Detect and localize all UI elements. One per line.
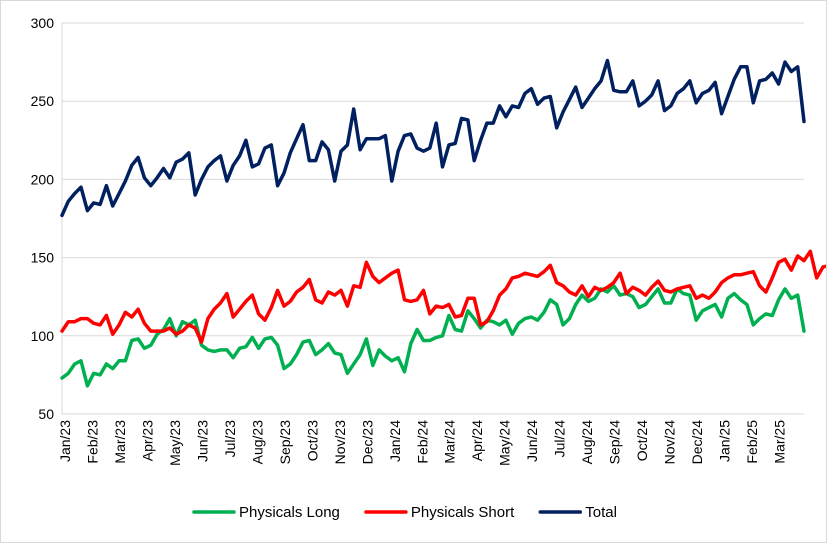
y-tick-label-100: 100	[31, 328, 55, 344]
x-tick-label-Aug-23: Aug/23	[249, 420, 265, 465]
x-tick-label-Oct-23: Oct/23	[304, 420, 320, 461]
series-line-total	[60, 58, 806, 218]
x-tick-label-Jan-23: Jan/23	[57, 420, 73, 462]
y-tick-label-200: 200	[31, 171, 55, 187]
x-tick-label-Mar-23: Mar/23	[112, 420, 128, 464]
x-tick-label-Jul-24: Jul/24	[552, 420, 568, 458]
x-tick-label-Sep-23: Sep/23	[277, 420, 293, 465]
y-tick-label-50: 50	[38, 406, 54, 422]
legend-label-physicals-short: Physicals Short	[411, 504, 515, 521]
x-tick-label-Feb-25: Feb/25	[744, 420, 760, 464]
x-tick-label-Apr-23: Apr/23	[139, 420, 155, 461]
y-tick-label-250: 250	[31, 93, 55, 109]
x-tick-label-Jun-24: Jun/24	[524, 420, 540, 462]
legend-label-total: Total	[585, 504, 617, 521]
x-tick-label-Nov-24: Nov/24	[662, 420, 678, 465]
legend-label-physicals-long: Physicals Long	[239, 504, 340, 521]
x-tick-label-Dec-23: Dec/23	[359, 420, 375, 465]
x-tick-label-Feb-23: Feb/23	[84, 420, 100, 464]
x-tick-label-Oct-24: Oct/24	[634, 420, 650, 461]
x-tick-label-Dec-24: Dec/24	[689, 420, 705, 465]
series-lines	[60, 58, 826, 388]
x-tick-label-May-24: May/24	[497, 420, 513, 466]
x-tick-label-Aug-24: Aug/24	[579, 420, 595, 465]
x-tick-label-Sep-24: Sep/24	[607, 420, 623, 465]
y-tick-label-150: 150	[31, 250, 55, 266]
x-tick-label-Mar-24: Mar/24	[442, 420, 458, 464]
x-axis-tick-labels: Jan/23 Feb/23 Mar/23 Apr/23 May/23 Jun/23 Jul/…	[57, 420, 788, 466]
x-tick-label-Apr-24: Apr/24	[469, 420, 485, 461]
y-tick-label-300: 300	[31, 15, 55, 31]
y-axis-tick-labels: 50 100 150 200 250 300	[31, 15, 55, 422]
x-tick-label-Jun-23: Jun/23	[194, 420, 210, 462]
x-tick-label-Nov-23: Nov/23	[332, 420, 348, 465]
series-line-physicals-short	[60, 249, 826, 344]
x-tick-label-Feb-24: Feb/24	[414, 420, 430, 464]
x-tick-label-Jan-24: Jan/24	[387, 420, 403, 462]
x-tick-label-Jan-25: Jan/25	[717, 420, 733, 462]
x-tick-label-Mar-25: Mar/25	[772, 420, 788, 464]
x-tick-label-Jul-23: Jul/23	[222, 420, 238, 458]
x-tick-label-May-23: May/23	[167, 420, 183, 466]
legend: Physicals Long Physicals Short Total	[192, 504, 617, 521]
gridlines	[61, 22, 804, 415]
series-line-physicals-long	[60, 284, 806, 388]
